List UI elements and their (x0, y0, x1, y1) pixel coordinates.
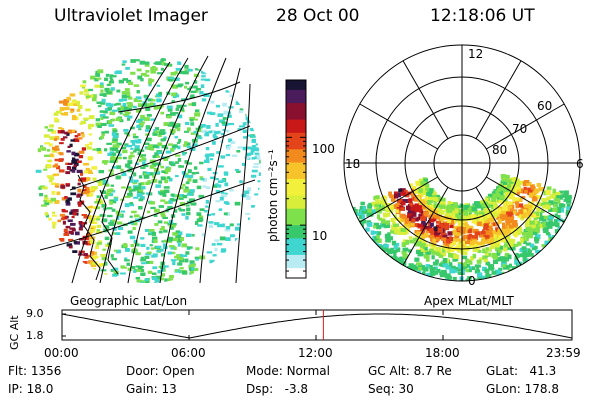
status-gain: Gain: 13 (126, 382, 177, 396)
geographic-grid (39, 55, 256, 284)
mlt-label-6: 6 (576, 157, 584, 171)
geographic-panel-label: Geographic Lat/Lon (70, 294, 188, 308)
status-glat-value: 41.3 (529, 364, 557, 378)
status-gain-value: 13 (161, 382, 177, 396)
altitude-plot (61, 309, 573, 341)
status-door: Door: Open (126, 364, 195, 378)
status-ip-value: 18.0 (26, 382, 54, 396)
alt-ytick-9: 9.0 (26, 307, 44, 320)
status-ip: IP: 18.0 (8, 382, 54, 396)
alt-xtick-2359: 23:59 (546, 346, 581, 360)
alt-ylabel: GC Alt (8, 315, 21, 350)
alt-xtick-0000: 00:00 (44, 346, 79, 360)
status-dsp-value: -3.8 (284, 382, 309, 396)
status-seq-value: 30 (398, 382, 414, 396)
status-flt: Flt: 1356 (8, 364, 62, 378)
apex-panel-label: Apex MLat/MLT (424, 294, 514, 308)
alt-xtick-1800: 18:00 (425, 346, 460, 360)
status-glon: GLon: 178.8 (486, 382, 559, 396)
mlt-label-12: 12 (468, 47, 484, 61)
status-glon-value: 178.8 (524, 382, 559, 396)
time-label: 12:18:06 UT (430, 6, 535, 26)
status-mode-value: Normal (286, 364, 330, 378)
instrument-title: Ultraviolet Imager (54, 6, 208, 26)
mlat-label-60: 60 (537, 99, 553, 113)
status-seq: Seq: 30 (368, 382, 414, 396)
colorbar (285, 79, 307, 279)
date-label: 28 Oct 00 (276, 6, 360, 26)
polar-grid (343, 44, 581, 282)
colorbar-tick-100: 100 (312, 142, 335, 156)
mlt-label-0: 0 (468, 274, 476, 288)
mlt-label-18: 18 (345, 157, 361, 171)
alt-xtick-0600: 06:00 (171, 346, 206, 360)
alt-xtick-1200: 12:00 (298, 346, 333, 360)
status-dsp: Dsp: -3.8 (246, 382, 309, 396)
status-mode: Mode: Normal (246, 364, 330, 378)
status-glat: GLat: 41.3 (486, 364, 557, 378)
colorbar-unit-label: photon cm⁻²s⁻¹ (266, 149, 280, 242)
status-gcalt: GC Alt: 8.7 Re (368, 364, 452, 378)
status-door-value: Open (162, 364, 195, 378)
mlat-label-70: 70 (512, 122, 528, 136)
alt-ytick-1: 1.8 (26, 329, 44, 342)
geographic-image (35, 57, 261, 283)
colorbar-tick-10: 10 (312, 229, 328, 243)
status-flt-value: 1356 (30, 364, 62, 378)
mlat-label-80: 80 (492, 143, 508, 157)
status-gcalt-value: 8.7 Re (413, 364, 452, 378)
